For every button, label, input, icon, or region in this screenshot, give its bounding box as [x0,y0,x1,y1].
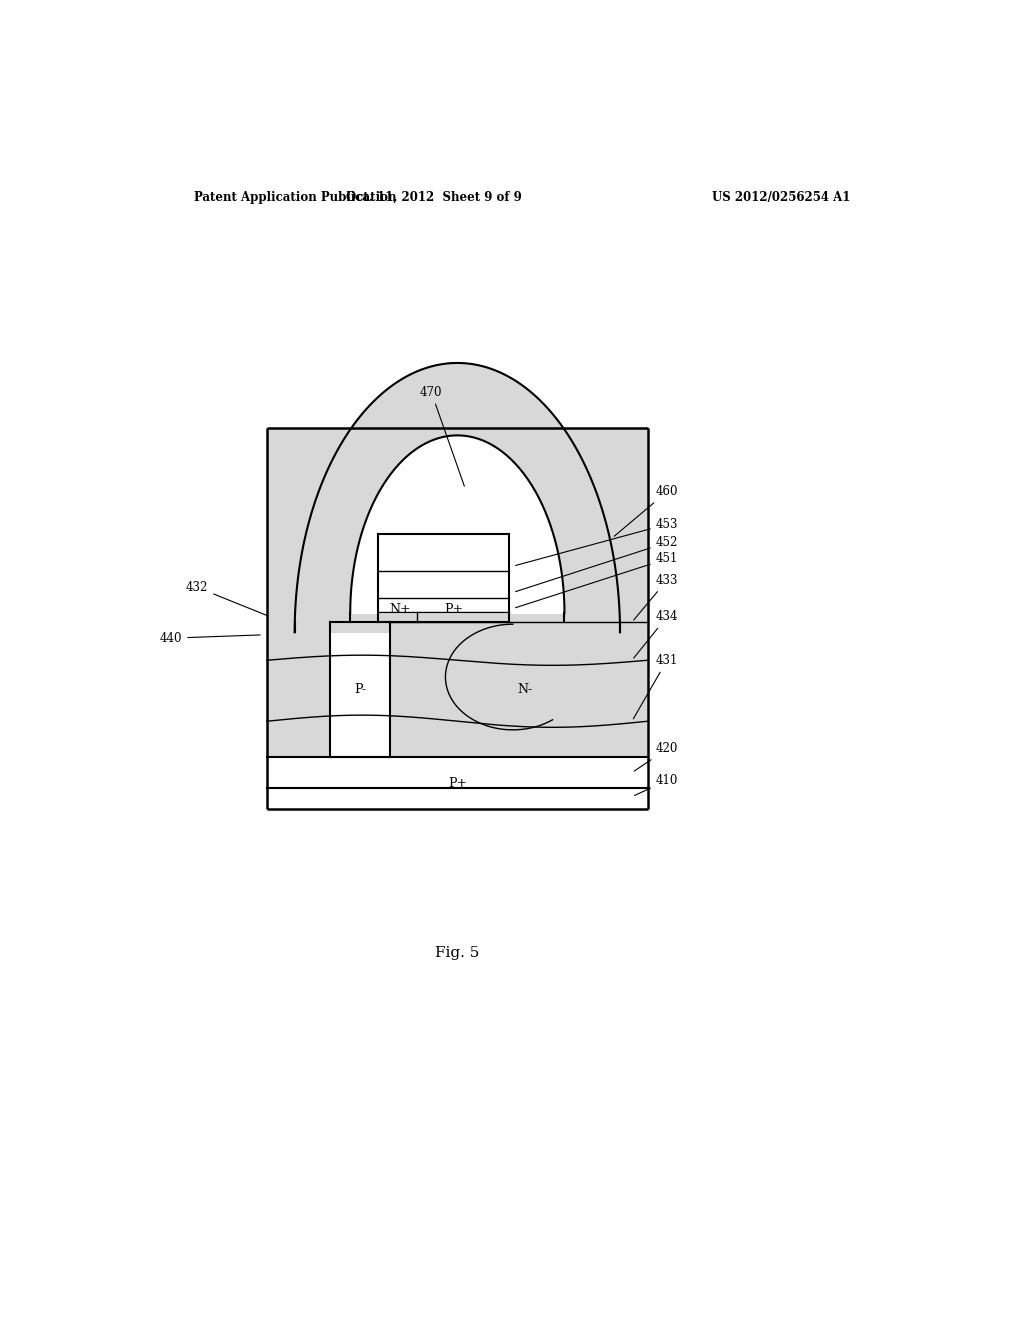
Polygon shape [350,436,564,614]
Text: 420: 420 [634,742,678,771]
Bar [267,428,648,809]
Text: N+: N+ [389,603,411,616]
Text: 470: 470 [420,385,464,486]
Text: 434: 434 [634,610,678,659]
Polygon shape [295,363,620,632]
Text: N-: N- [517,684,532,696]
Bar [267,758,648,809]
Text: 410: 410 [635,774,678,796]
Text: Oct. 11, 2012  Sheet 9 of 9: Oct. 11, 2012 Sheet 9 of 9 [346,191,521,205]
Text: 460: 460 [614,486,678,536]
Text: US 2012/0256254 A1: US 2012/0256254 A1 [712,191,850,205]
Text: 431: 431 [633,653,678,719]
Polygon shape [350,436,564,614]
Bar [331,622,390,758]
Text: 452: 452 [515,536,678,591]
Text: 433: 433 [634,574,678,620]
Text: Patent Application Publication: Patent Application Publication [194,191,396,205]
Text: P+: P+ [443,603,463,616]
Text: 432: 432 [186,581,268,616]
Text: P+: P+ [447,776,467,789]
Text: 440: 440 [160,632,260,644]
Bar [378,535,509,622]
Text: P-: P- [354,684,367,696]
Text: 451: 451 [515,552,678,607]
Text: Fig. 5: Fig. 5 [435,946,479,960]
Text: 453: 453 [515,517,678,565]
